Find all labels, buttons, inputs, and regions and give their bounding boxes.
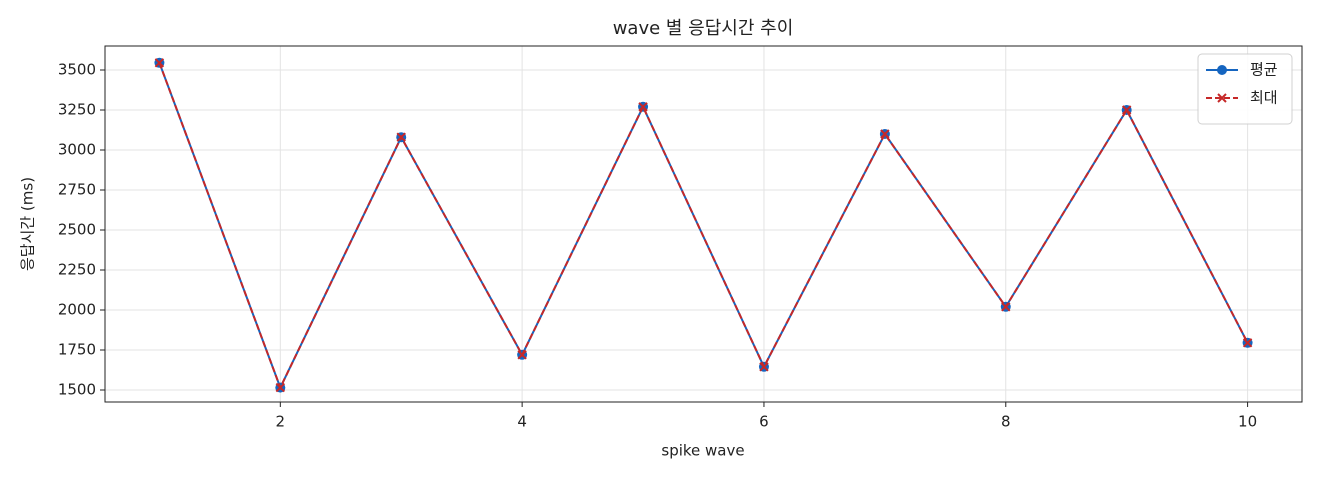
y-tick-label: 2250 xyxy=(58,261,96,279)
x-tick-label: 6 xyxy=(759,413,769,431)
marker xyxy=(759,362,769,372)
marker xyxy=(396,132,406,142)
y-tick-label: 3250 xyxy=(58,101,96,119)
y-tick-label: 1500 xyxy=(58,381,96,399)
y-tick-label: 3500 xyxy=(58,61,96,79)
marker xyxy=(638,102,648,112)
y-axis-label: 응답시간 (ms) xyxy=(19,177,37,271)
line xyxy=(158,62,1249,391)
legend-marker xyxy=(1217,65,1227,75)
legend-box xyxy=(1197,53,1293,125)
x-tick-label: 4 xyxy=(517,413,527,431)
x-tick-label: 10 xyxy=(1238,413,1257,431)
y-tick-label: 3000 xyxy=(58,141,96,159)
y-tick-label: 2500 xyxy=(58,221,96,239)
y-tick-label: 1750 xyxy=(58,341,96,359)
x-axis-label: spike wave xyxy=(661,442,744,460)
marker xyxy=(1121,105,1132,115)
marker xyxy=(1001,302,1011,312)
chart-title: wave 별 응답시간 추이 xyxy=(613,18,794,39)
line xyxy=(158,62,1249,391)
legend-marker xyxy=(1217,93,1227,103)
y-tick-label: 2750 xyxy=(58,181,96,199)
marker xyxy=(154,58,165,68)
x-tick-label: 8 xyxy=(1001,413,1011,431)
marker xyxy=(517,350,527,360)
legend-label: 최대 xyxy=(1250,89,1278,107)
marker xyxy=(1242,338,1253,348)
x-tick-label: 2 xyxy=(276,413,286,431)
plot-frame xyxy=(104,45,1303,403)
y-tick-label: 2000 xyxy=(58,301,96,319)
legend-label: 평균 xyxy=(1250,61,1278,79)
marker xyxy=(880,129,890,139)
marker xyxy=(275,382,286,393)
